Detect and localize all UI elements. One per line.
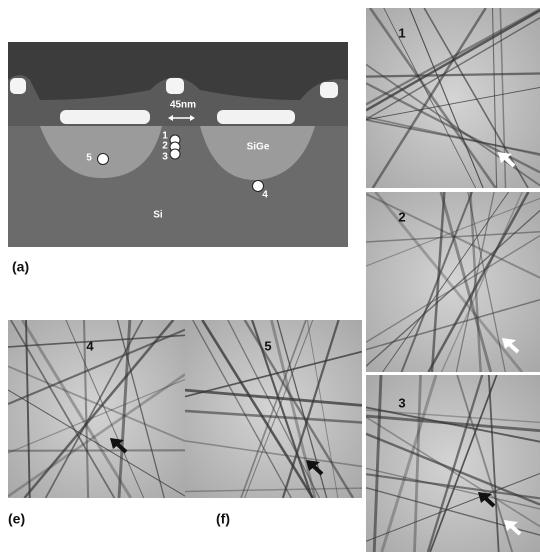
panel-label: (a) [12,259,29,275]
point-label: 5 [86,153,92,164]
pattern-panel [366,375,540,552]
gate-top [166,78,184,94]
pattern-label: 4 [86,338,94,353]
gate-top [320,82,338,98]
point-label: 2 [162,141,168,152]
panel-label: (e) [8,511,25,527]
pattern-panel [185,320,362,498]
pattern-panel [366,8,540,188]
point-label: 4 [262,190,268,201]
point [170,149,180,159]
figure: 45nm 1 2 3 4 5 SiGe Si (a) (e) (f) 12345 [0,0,540,552]
pattern-background [366,375,540,552]
pattern-label: 5 [264,338,271,353]
kikuchi-band [8,450,185,451]
gate-top [10,78,26,94]
pattern-background [366,8,540,188]
pattern-background [8,320,185,498]
point-label: 3 [162,152,168,163]
point [98,154,109,165]
pattern-label: 1 [398,25,405,40]
pattern-label: 2 [398,209,405,224]
pattern-panel [366,192,540,372]
material-label: SiGe [247,142,270,153]
material-label: Si [153,210,163,221]
panel-a: 45nm 1 2 3 4 5 SiGe Si [8,42,348,247]
panel-label: (f) [216,511,230,527]
scale-label: 45nm [170,100,196,111]
gate-cap [60,110,150,124]
gate-cap [217,110,295,124]
pattern-panel [8,320,185,498]
pattern-label: 3 [398,395,405,410]
